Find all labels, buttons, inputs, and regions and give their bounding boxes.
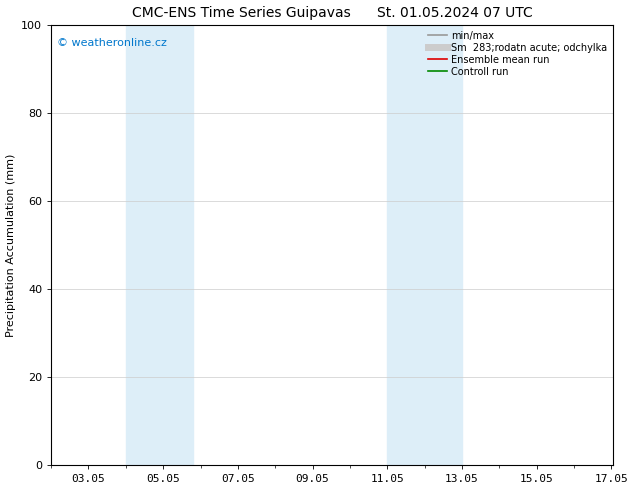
Bar: [387, 25, 462, 465]
Legend: min/max, Sm  283;rodatn acute; odchylka, Ensemble mean run, Controll run: min/max, Sm 283;rodatn acute; odchylka, …: [425, 28, 611, 79]
Text: © weatheronline.cz: © weatheronline.cz: [57, 38, 167, 48]
Y-axis label: Precipitation Accumulation (mm): Precipitation Accumulation (mm): [6, 153, 16, 337]
Bar: [126, 25, 193, 465]
Title: CMC-ENS Time Series Guipavas      St. 01.05.2024 07 UTC: CMC-ENS Time Series Guipavas St. 01.05.2…: [132, 5, 533, 20]
